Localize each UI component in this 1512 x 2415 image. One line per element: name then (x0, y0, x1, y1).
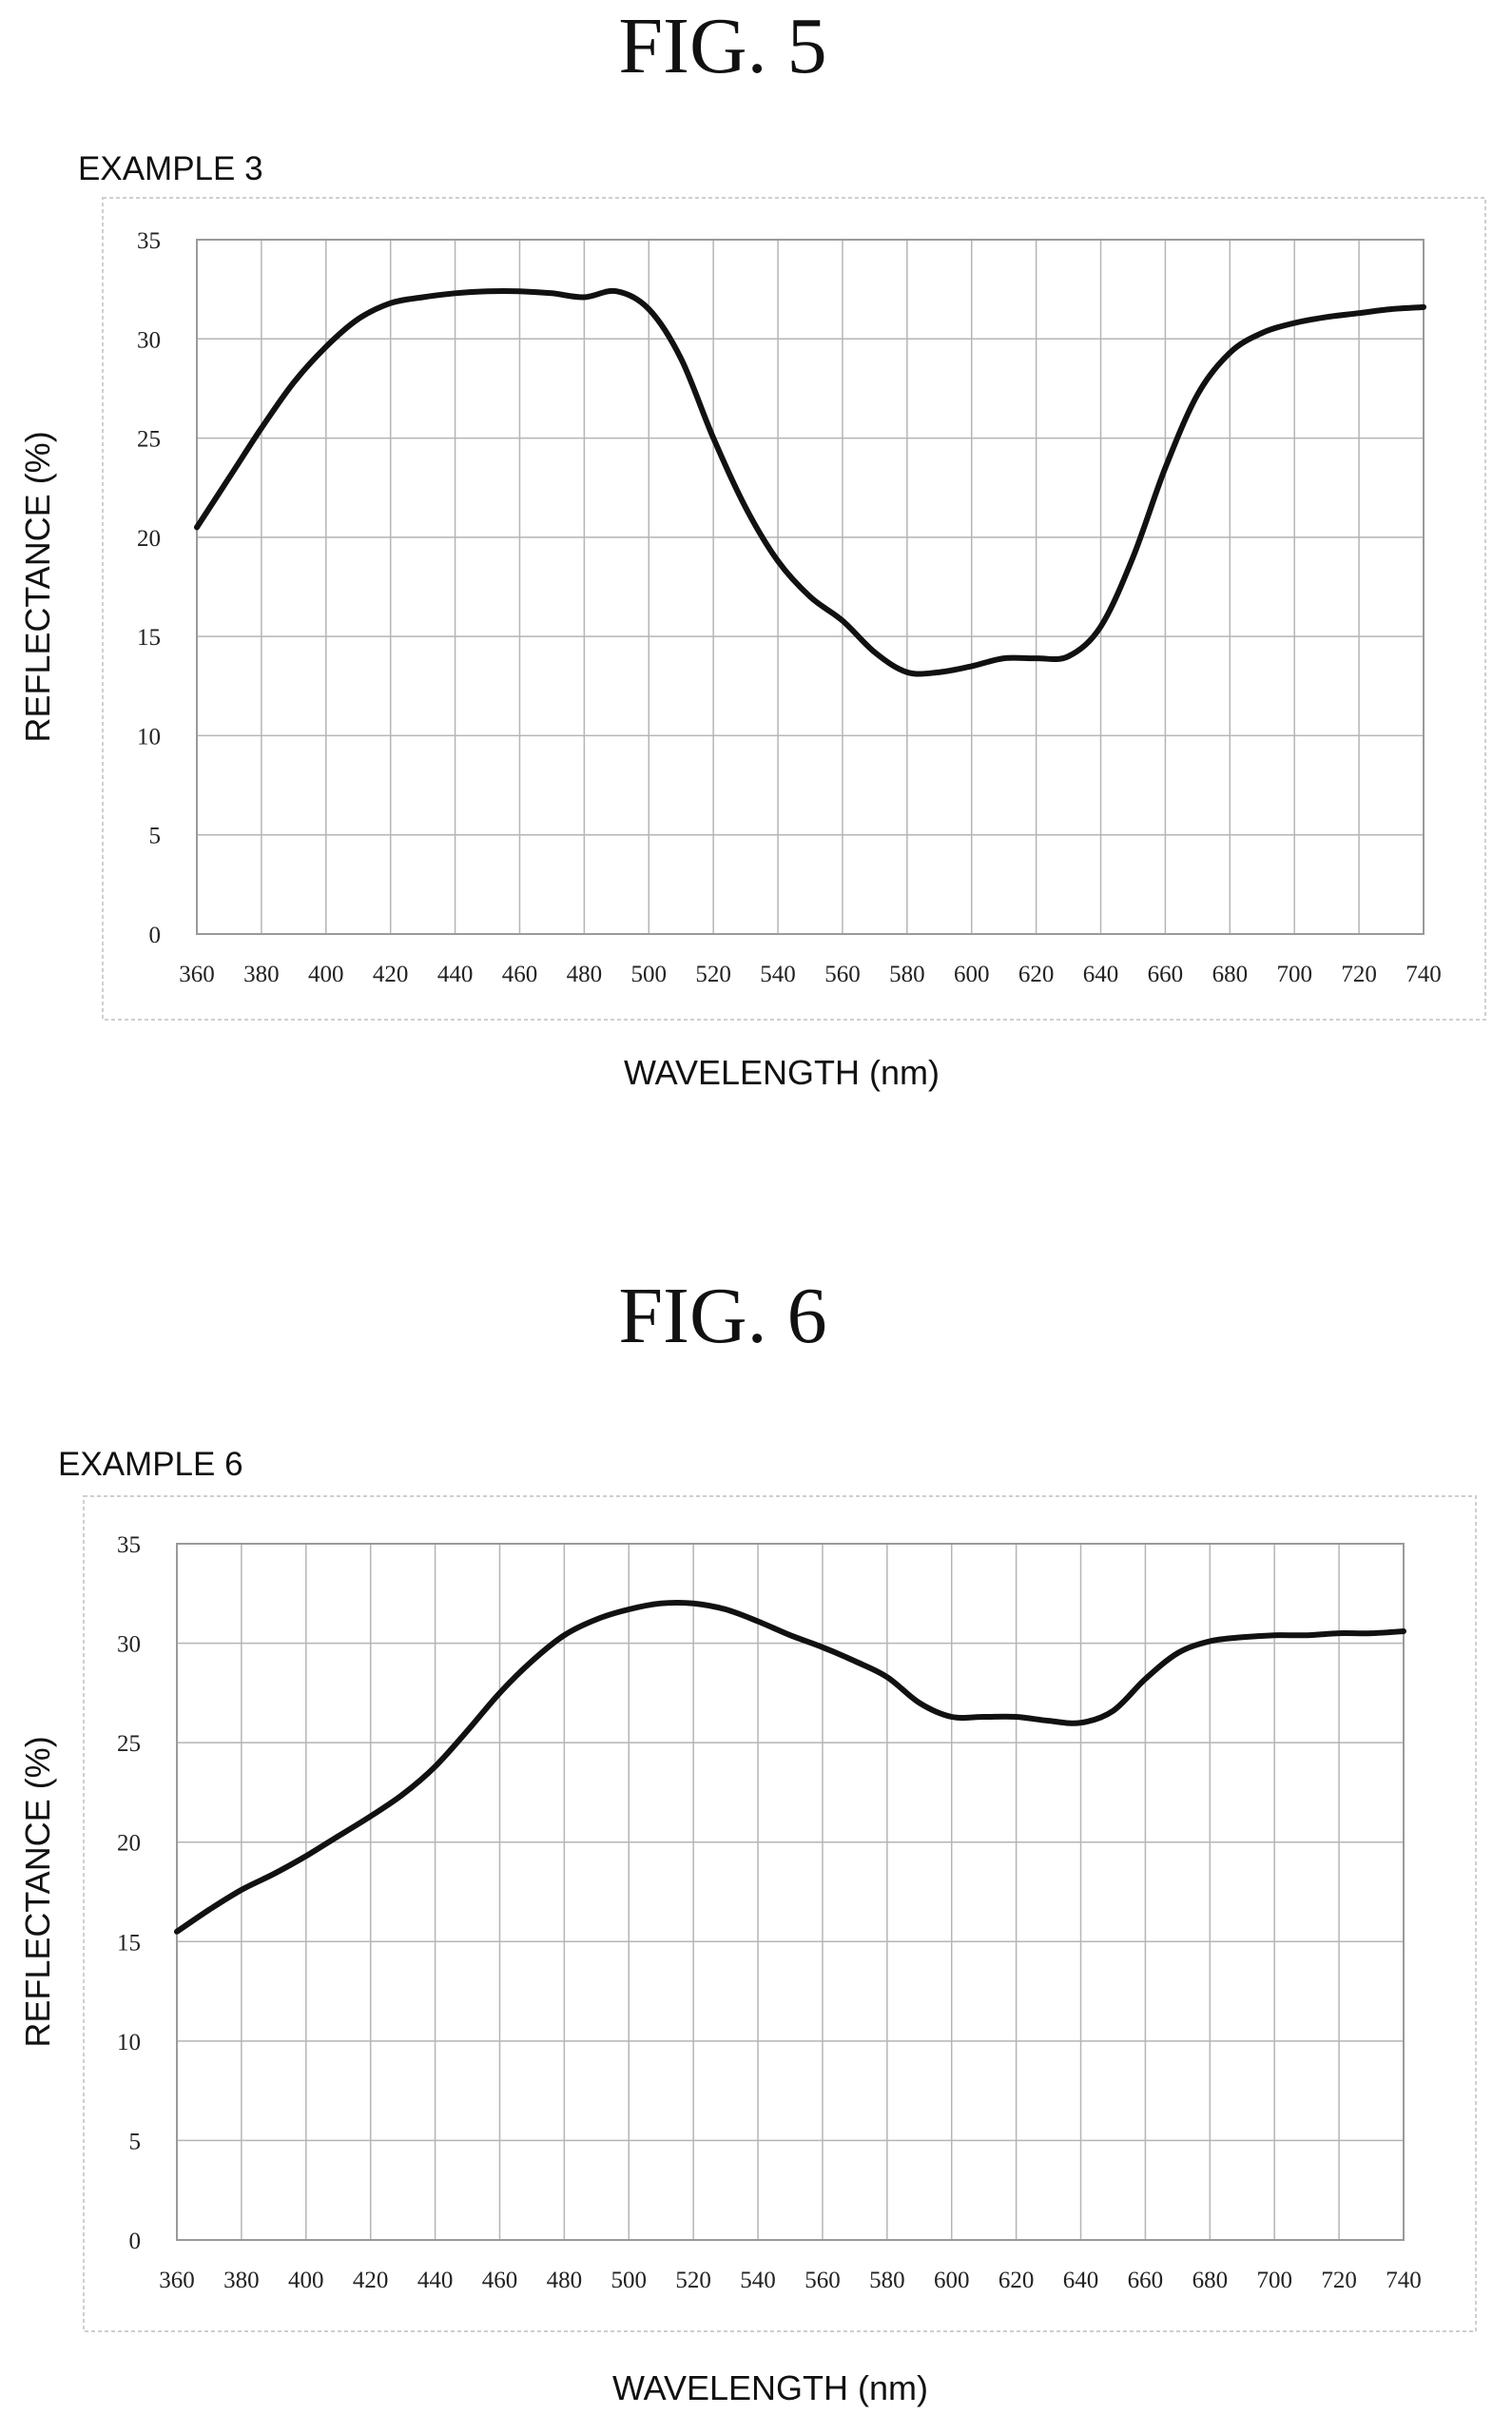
chart-frame (83, 1495, 1477, 2332)
reflectance-line (194, 287, 1426, 677)
x-tick-label: 680 (1212, 962, 1249, 987)
x-tick-label: 620 (1018, 962, 1055, 987)
y-tick-label: 10 (137, 724, 161, 750)
x-tick-label: 520 (675, 2268, 711, 2293)
figure-title: FIG. 6 (618, 1272, 827, 1360)
x-tick-label: 420 (373, 962, 409, 987)
reflectance-chart-example-6: 0 5 10 15 20 25 30 35 360 380 400 420 440 460 480 500 5… (18, 1495, 1477, 2407)
chart-title: EXAMPLE 3 (78, 150, 263, 187)
figure-title: FIG. 5 (618, 2, 827, 90)
x-tick-label: 720 (1341, 962, 1377, 987)
reflectance-chart-example-3: 0 5 10 15 20 25 30 35 360 380 400 420 440 460 480 500 5… (18, 197, 1486, 1092)
x-tick-label: 440 (437, 962, 474, 987)
x-tick-label: 480 (547, 2268, 583, 2293)
y-tick-label: 0 (129, 2229, 142, 2254)
x-tick-label: 380 (243, 962, 280, 987)
x-tick-label: 640 (1083, 962, 1119, 987)
x-tick-label: 440 (417, 2268, 454, 2293)
x-tick-label: 500 (611, 2268, 648, 2293)
x-tick-label: 460 (502, 962, 538, 987)
y-tick-label: 35 (137, 228, 161, 254)
chart-frame (102, 197, 1486, 1021)
x-tick-label: 680 (1192, 2268, 1229, 2293)
y-tick-label: 5 (149, 824, 162, 849)
x-tick-label: 740 (1386, 2268, 1422, 2293)
plot-area-border (176, 1543, 1405, 2241)
y-tick-label: 20 (117, 1831, 141, 1857)
x-tick-label: 360 (179, 962, 215, 987)
x-tick-label: 700 (1276, 962, 1312, 987)
x-tick-label: 460 (482, 2268, 518, 2293)
x-tick-label: 400 (288, 2268, 324, 2293)
x-tick-label: 540 (760, 962, 796, 987)
x-tick-label: 580 (889, 962, 925, 987)
y-tick-label: 15 (117, 1930, 141, 1956)
x-axis-title: WAVELENGTH (nm) (624, 1053, 940, 1092)
x-tick-label: 420 (353, 2268, 389, 2293)
x-tick-label: 700 (1256, 2268, 1292, 2293)
x-tick-label: 640 (1063, 2268, 1099, 2293)
x-tick-label: 740 (1405, 962, 1442, 987)
y-tick-label: 20 (137, 526, 161, 552)
y-tick-label: 10 (117, 2030, 141, 2055)
x-tick-label: 380 (223, 2268, 260, 2293)
x-tick-label: 600 (954, 962, 990, 987)
plot-area-border (196, 239, 1425, 935)
x-tick-label: 660 (1148, 962, 1184, 987)
x-tick-label: 520 (695, 962, 731, 987)
x-tick-label: 560 (804, 2268, 841, 2293)
y-tick-label: 35 (117, 1532, 141, 1558)
y-axis-title: REFLECTANCE (%) (18, 1736, 57, 2047)
y-tick-label: 25 (137, 427, 161, 453)
y-tick-label: 0 (149, 923, 162, 948)
y-tick-label: 25 (117, 1731, 141, 1757)
y-tick-label: 15 (137, 625, 161, 651)
x-tick-label: 360 (159, 2268, 195, 2293)
y-tick-label: 30 (117, 1632, 141, 1658)
x-tick-label: 400 (308, 962, 344, 987)
x-tick-label: 660 (1128, 2268, 1164, 2293)
x-tick-label: 480 (567, 962, 603, 987)
x-tick-label: 600 (934, 2268, 970, 2293)
x-tick-label: 720 (1321, 2268, 1357, 2293)
x-tick-label: 560 (824, 962, 861, 987)
x-tick-label: 540 (740, 2268, 776, 2293)
reflectance-line (174, 1599, 1406, 1935)
x-axis-title: WAVELENGTH (nm) (612, 2368, 928, 2407)
x-tick-label: 580 (869, 2268, 905, 2293)
chart-title: EXAMPLE 6 (58, 1446, 243, 1483)
y-tick-label: 5 (129, 2129, 142, 2154)
y-tick-label: 30 (137, 327, 161, 353)
y-axis-title: REFLECTANCE (%) (18, 431, 57, 742)
x-tick-label: 500 (631, 962, 668, 987)
x-tick-label: 620 (998, 2268, 1035, 2293)
